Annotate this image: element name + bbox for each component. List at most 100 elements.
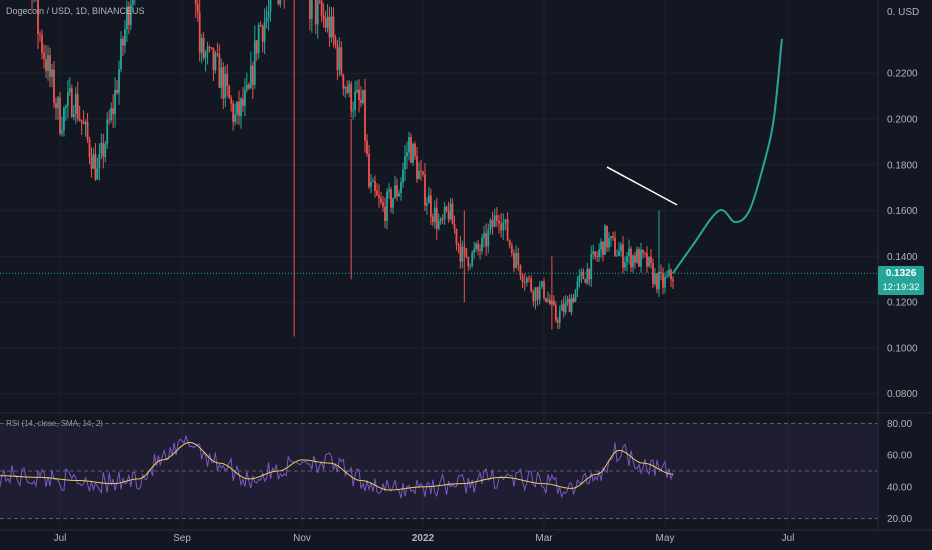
- price-tick-label: 0.1200: [887, 298, 918, 309]
- candle: [92, 148, 95, 170]
- candle: [127, 1, 130, 35]
- candle: [562, 296, 565, 318]
- candle: [552, 295, 555, 307]
- candle: [576, 276, 579, 298]
- candle: [68, 77, 71, 97]
- candle: [340, 41, 343, 77]
- candle: [214, 50, 217, 74]
- candle-body: [131, 0, 134, 5]
- candle: [232, 100, 235, 131]
- candle-body: [662, 273, 664, 288]
- projection-path: [672, 38, 783, 274]
- candle-body: [473, 249, 476, 253]
- candle: [568, 294, 571, 313]
- candle: [418, 161, 420, 180]
- candle: [346, 80, 349, 95]
- candle-body: [210, 47, 213, 49]
- candle: [244, 78, 246, 117]
- candle-body: [102, 143, 105, 158]
- candle-body: [277, 0, 280, 5]
- candle: [580, 268, 583, 284]
- candle-body: [604, 225, 606, 255]
- candle: [247, 82, 250, 91]
- candle: [129, 0, 132, 31]
- candle: [500, 213, 503, 238]
- rsi-tick-label: 60.00: [887, 451, 912, 462]
- candle: [465, 248, 468, 259]
- candle-body: [356, 89, 358, 92]
- candle: [344, 85, 347, 98]
- candle-body: [368, 154, 370, 187]
- candle-body: [348, 83, 351, 93]
- candle: [586, 262, 589, 285]
- candle: [354, 80, 356, 118]
- candle: [374, 175, 376, 198]
- candle: [406, 141, 408, 169]
- candle-body: [408, 137, 410, 153]
- candle: [620, 242, 622, 257]
- candle-body: [483, 233, 485, 239]
- candle: [246, 72, 248, 93]
- candle-body: [370, 181, 372, 187]
- candle-body: [513, 253, 515, 269]
- candle-body: [644, 253, 646, 254]
- candle: [242, 86, 244, 112]
- candle: [598, 243, 600, 262]
- candle-body: [116, 89, 118, 93]
- candle: [543, 278, 545, 301]
- candle-body: [374, 181, 376, 191]
- candle-body: [342, 74, 345, 89]
- candle: [402, 162, 404, 188]
- current-price-label: 0.1326: [885, 268, 917, 279]
- candle: [76, 81, 79, 122]
- candle: [394, 175, 396, 200]
- candle: [600, 238, 602, 258]
- candle: [618, 241, 620, 256]
- candle: [342, 73, 345, 96]
- candle-body: [608, 238, 610, 248]
- candle-body: [218, 53, 221, 88]
- candle-body: [226, 73, 229, 87]
- candle: [400, 177, 402, 201]
- candle: [352, 101, 355, 120]
- candle-body: [124, 29, 126, 46]
- candle: [98, 143, 101, 181]
- candle: [414, 141, 416, 160]
- candle: [428, 186, 430, 204]
- price-grid: [0, 0, 878, 528]
- candle-body: [114, 89, 116, 115]
- candle-body: [538, 286, 541, 300]
- candle-body: [668, 269, 670, 276]
- candle-body: [314, 0, 317, 25]
- candle-body: [610, 236, 612, 239]
- candle-body: [638, 249, 640, 267]
- candle: [608, 232, 610, 252]
- candle-body: [380, 198, 382, 203]
- candle: [386, 188, 388, 230]
- candle: [328, 6, 331, 47]
- candle: [570, 293, 573, 316]
- candle-body: [390, 189, 392, 208]
- candle-body: [525, 277, 528, 283]
- candle-body: [418, 170, 420, 180]
- candle: [378, 184, 380, 208]
- candle-body: [616, 255, 618, 257]
- candle: [257, 22, 260, 59]
- candle-body: [61, 130, 63, 134]
- candle: [249, 51, 252, 90]
- candle-body: [594, 251, 597, 257]
- candle: [43, 44, 45, 69]
- candle: [596, 251, 599, 262]
- candle-body: [230, 98, 233, 104]
- candle: [210, 47, 213, 50]
- candle-body: [82, 122, 85, 124]
- candle-body: [68, 88, 71, 93]
- candle-body: [57, 97, 59, 109]
- candle: [612, 231, 614, 242]
- candle-body: [510, 245, 513, 254]
- candle: [408, 131, 410, 161]
- candle-body: [493, 215, 496, 227]
- candle-body: [545, 297, 547, 302]
- candle-body: [656, 273, 658, 290]
- candle: [592, 244, 595, 260]
